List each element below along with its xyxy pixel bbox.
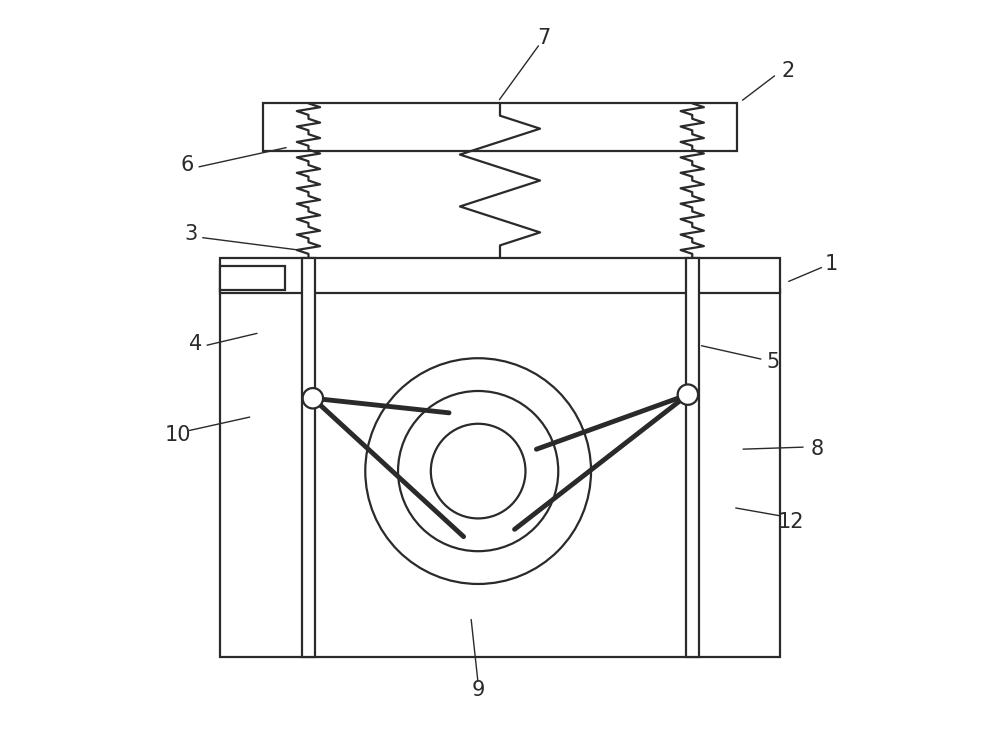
Bar [302, 258, 315, 656]
Text: 4: 4 [189, 333, 202, 354]
Text: 3: 3 [184, 224, 197, 244]
Text: 5: 5 [766, 352, 780, 372]
Text: 8: 8 [810, 439, 823, 459]
Bar [220, 289, 780, 656]
Text: 7: 7 [537, 28, 550, 48]
Circle shape [678, 385, 698, 405]
Bar [686, 258, 699, 656]
Text: 9: 9 [471, 680, 485, 700]
Circle shape [365, 358, 591, 584]
Text: 2: 2 [781, 61, 794, 80]
Circle shape [398, 391, 558, 551]
Text: 10: 10 [165, 425, 191, 444]
Text: 6: 6 [180, 155, 194, 175]
Bar [220, 267, 285, 289]
Text: 12: 12 [778, 512, 805, 532]
Bar [220, 258, 780, 292]
Circle shape [431, 424, 525, 518]
Circle shape [303, 388, 323, 409]
Text: 1: 1 [825, 254, 838, 273]
Bar [263, 103, 737, 151]
